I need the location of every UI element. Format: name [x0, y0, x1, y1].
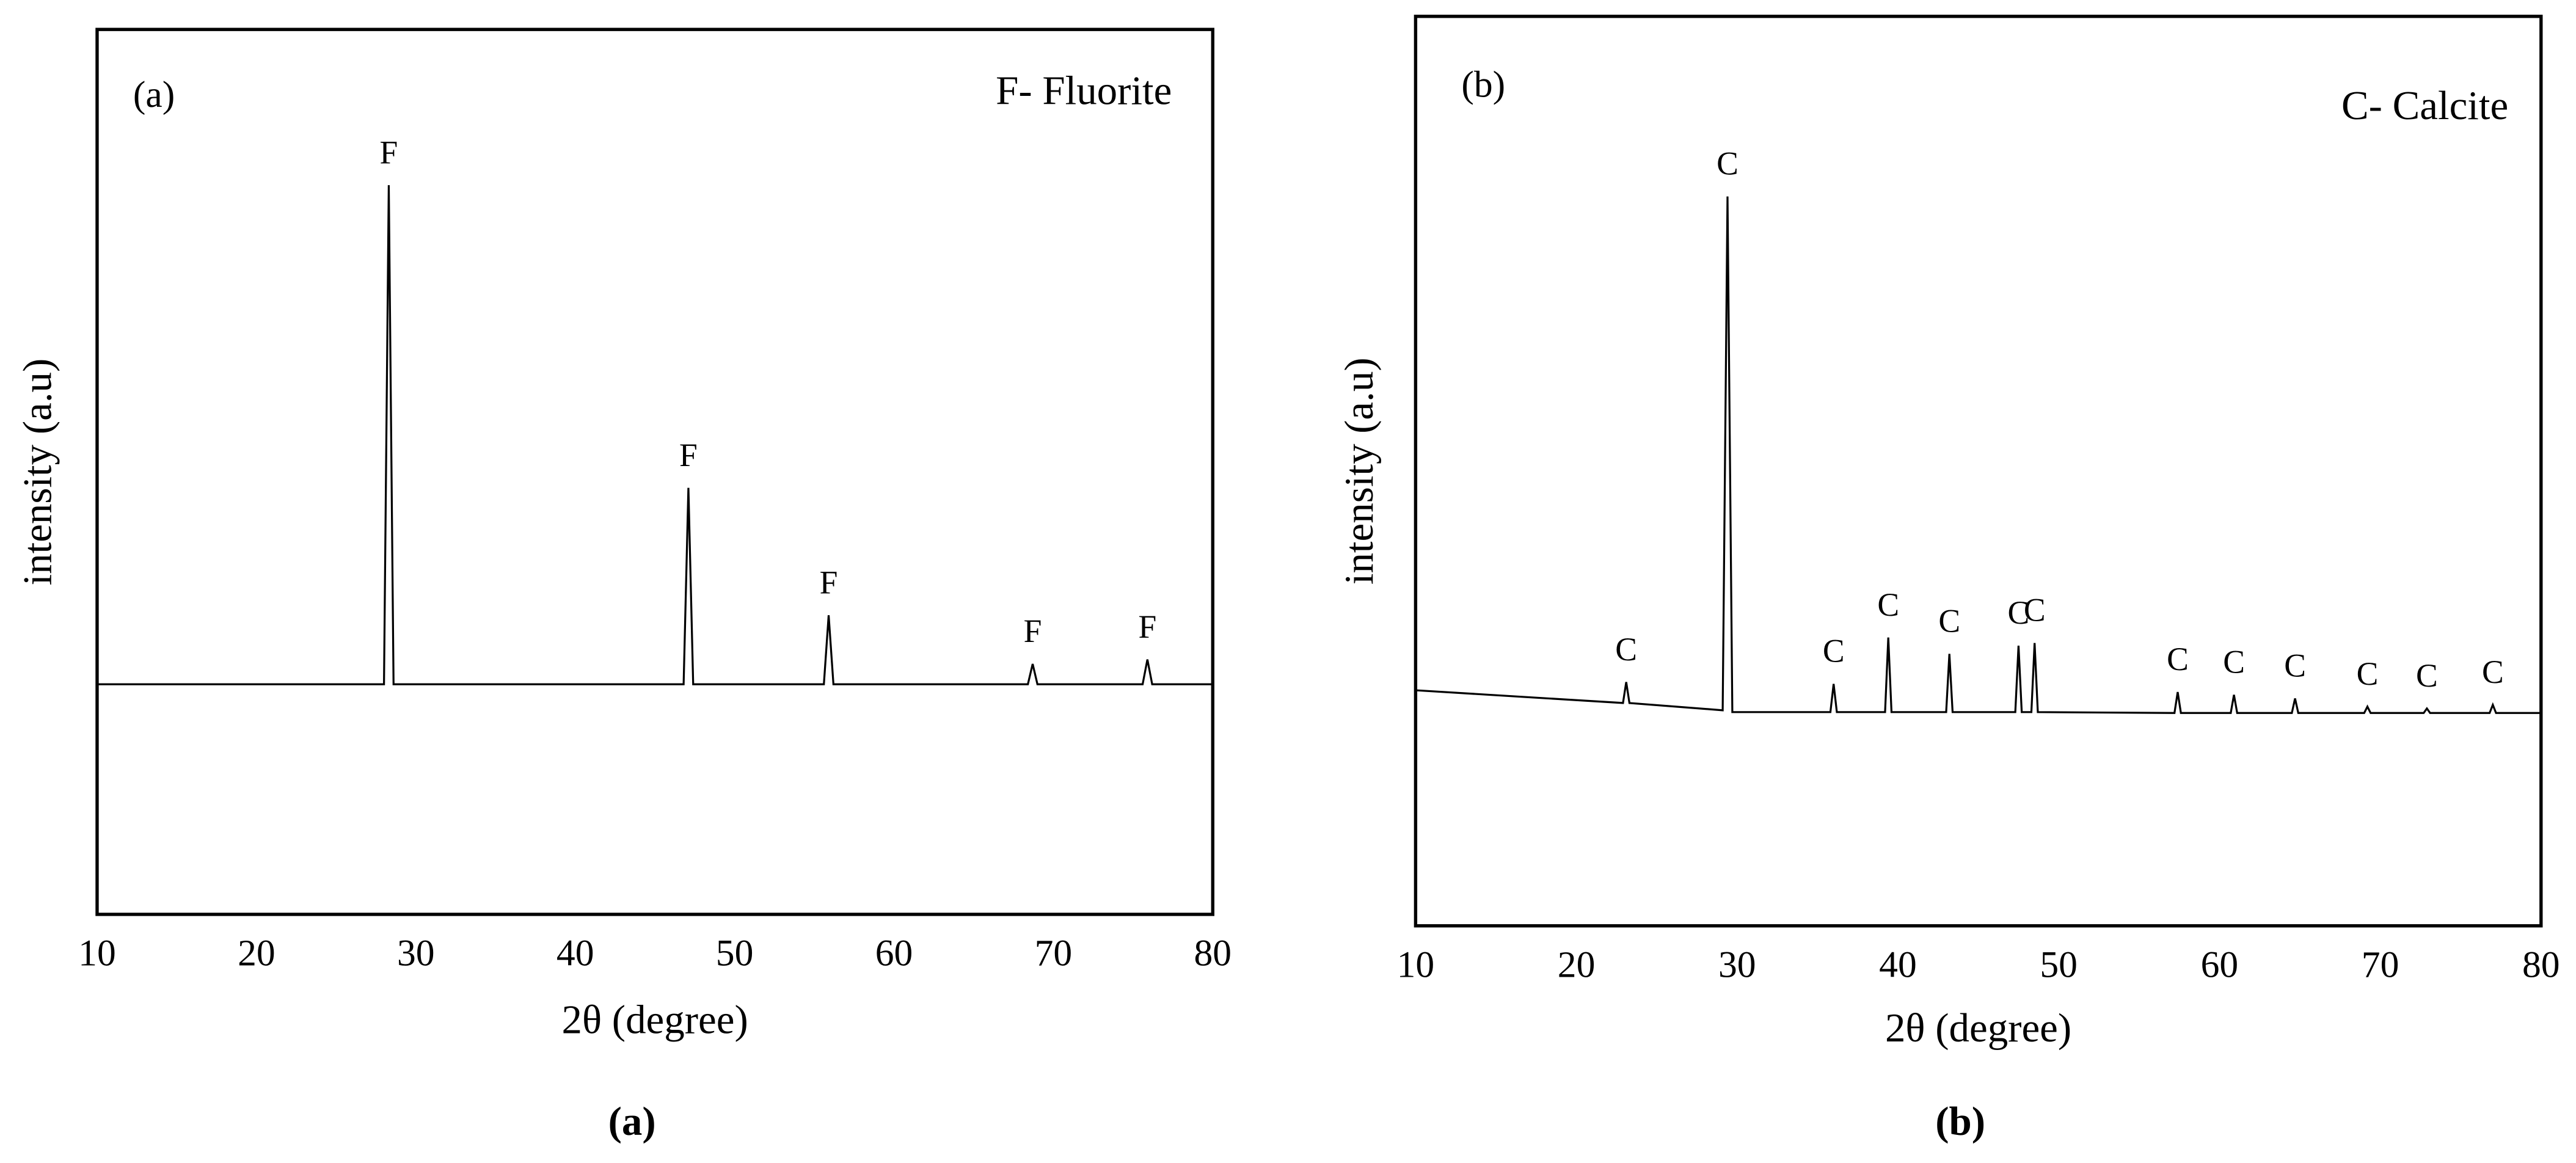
- plot-frame: [1414, 15, 2543, 928]
- peak-label: C: [2482, 654, 2504, 690]
- x-tick-label: 30: [397, 933, 435, 974]
- peak-label: C: [1877, 586, 1899, 623]
- xrd-line: [1415, 196, 2541, 714]
- y-axis-label: intensity (a.u): [1337, 357, 1382, 585]
- x-tick-label: 50: [716, 933, 754, 974]
- peak-label: F: [380, 134, 398, 170]
- peak-label: F: [679, 437, 698, 473]
- peak-label: C: [1615, 631, 1637, 668]
- x-tick-label: 80: [1194, 933, 1232, 974]
- x-tick-label: 40: [1879, 944, 1917, 985]
- panel-label: (a): [133, 74, 175, 115]
- caption: (a): [608, 1099, 656, 1144]
- x-tick-label: 60: [875, 933, 913, 974]
- x-axis-label: 2θ (degree): [1885, 1005, 2071, 1051]
- x-tick-label: 10: [1397, 944, 1435, 985]
- caption: (b): [1935, 1099, 1985, 1144]
- x-tick-label: 70: [2362, 944, 2399, 985]
- peak-label: C: [1938, 603, 1960, 640]
- peak-label: C: [2357, 655, 2379, 692]
- xrd-line: [97, 185, 1213, 685]
- peak-label: C: [2223, 644, 2245, 680]
- peak-label: F: [820, 564, 838, 600]
- plot-frame: [95, 27, 1214, 916]
- x-tick-label: 30: [1718, 944, 1756, 985]
- peak-label: C: [2284, 647, 2306, 684]
- peak-label: C: [1717, 145, 1739, 182]
- peak-label: F: [1024, 613, 1042, 649]
- phase-note: F- Fluorite: [996, 68, 1172, 114]
- peak-label: C: [2416, 657, 2438, 694]
- x-tick-label: 20: [238, 933, 275, 974]
- phase-note: C- Calcite: [2341, 83, 2508, 128]
- x-axis-label: 2θ (degree): [562, 997, 748, 1043]
- peak-label: F: [1138, 608, 1156, 645]
- x-tick-label: 10: [78, 933, 116, 974]
- panel-label: (b): [1461, 64, 1505, 106]
- x-tick-label: 20: [1558, 944, 1596, 985]
- y-axis-label: intensity (a.u): [15, 359, 60, 586]
- x-tick-label: 50: [2040, 944, 2078, 985]
- x-tick-label: 60: [2201, 944, 2239, 985]
- x-tick-label: 40: [556, 933, 594, 974]
- peak-label: C: [2008, 594, 2030, 631]
- peak-label: C: [2024, 592, 2046, 629]
- peak-label: C: [1823, 633, 1845, 669]
- x-tick-label: 70: [1035, 933, 1073, 974]
- x-tick-label: 80: [2522, 944, 2560, 985]
- peak-label: C: [2167, 641, 2189, 677]
